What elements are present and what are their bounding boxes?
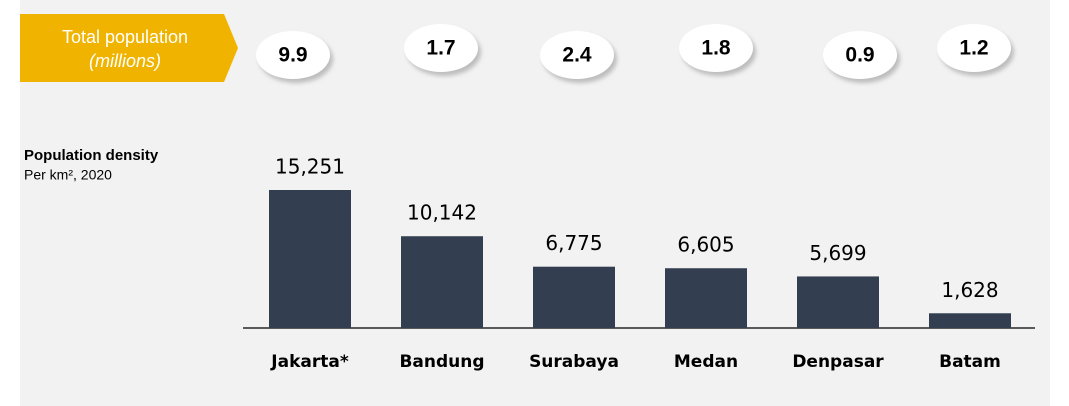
value-label: 5,699: [809, 241, 866, 265]
population-value: 0.9: [845, 44, 874, 67]
bar: [665, 268, 747, 328]
bar: [533, 266, 615, 328]
population-value: 1.8: [701, 37, 731, 60]
value-label: 6,775: [545, 231, 602, 255]
axis-title: Population density: [24, 147, 159, 164]
x-tick-label: Bandung: [399, 352, 484, 372]
x-tick-label: Batam: [939, 352, 1001, 372]
population-subtitle: (millions): [89, 51, 161, 71]
population-bubble: [540, 31, 614, 79]
value-label: 1,628: [941, 278, 998, 302]
population-bubble: [937, 24, 1011, 72]
axis-subtitle: Per km², 2020: [24, 167, 112, 183]
bar: [797, 276, 879, 328]
value-label: 6,605: [677, 233, 734, 257]
population-value: 9.9: [278, 44, 307, 67]
value-label: 15,251: [275, 155, 345, 179]
bar: [401, 236, 483, 328]
population-header: [20, 14, 238, 82]
x-tick-label: Denpasar: [792, 352, 884, 372]
population-bubble: [404, 24, 478, 72]
x-tick-label: Surabaya: [529, 352, 619, 372]
population-bubble: [256, 31, 330, 79]
x-tick-label: Medan: [674, 352, 738, 372]
bar: [929, 313, 1011, 328]
value-label: 10,142: [407, 201, 477, 225]
population-title: Total population: [62, 27, 188, 47]
population-value: 2.4: [562, 44, 592, 67]
population-bubble: [823, 31, 897, 79]
x-tick-label: Jakarta*: [270, 352, 349, 372]
population-value: 1.7: [426, 37, 455, 60]
population-bubble: [679, 24, 753, 72]
population-value: 1.2: [959, 37, 988, 60]
bar: [269, 190, 351, 328]
